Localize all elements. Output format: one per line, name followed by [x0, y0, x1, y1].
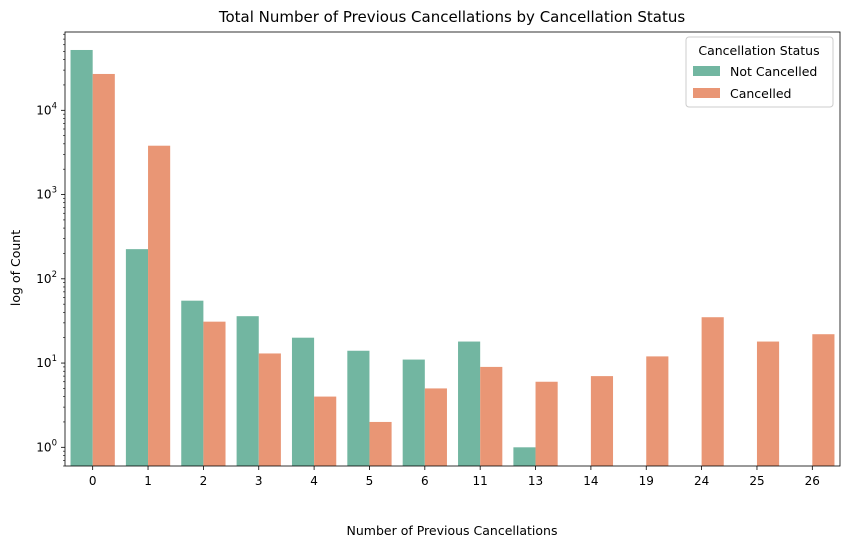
bar-not-cancelled-5 — [347, 350, 370, 466]
x-tick-label-2: 2 — [200, 474, 208, 488]
bar-cancelled-0 — [92, 73, 115, 467]
x-tick-label-6: 6 — [421, 474, 429, 488]
bar-cancelled-5 — [369, 421, 392, 466]
bar-cancelled-24 — [701, 317, 724, 466]
bar-not-cancelled-1 — [125, 249, 149, 466]
bar-cancelled-14 — [590, 376, 614, 466]
legend-box — [685, 36, 834, 108]
y-axis: 100 101 102 103 104 — [36, 33, 65, 467]
bar-cancelled-2 — [203, 321, 226, 466]
x-tick-label-11: 11 — [473, 474, 488, 488]
bar-not-cancelled-2 — [181, 300, 204, 466]
x-axis: 0 1 2 3 4 5 6 11 13 14 19 24 25 26 — [89, 466, 820, 488]
legend-title: Cancellation Status — [698, 43, 819, 58]
y-tick-label: 103 — [36, 186, 57, 202]
y-tick-label: 101 — [36, 354, 57, 370]
bar-cancelled-25 — [756, 341, 780, 466]
x-axis-title: Number of Previous Cancellations — [347, 523, 558, 538]
x-tick-label-13: 13 — [528, 474, 543, 488]
x-tick-label-0: 0 — [89, 474, 97, 488]
x-tick-label-26: 26 — [805, 474, 820, 488]
bar-cancelled-26 — [812, 334, 835, 466]
legend-label-not-cancelled: Not Cancelled — [730, 64, 817, 79]
x-tick-label-19: 19 — [639, 474, 654, 488]
y-axis-title: log of Count — [8, 230, 23, 306]
plot-frame — [64, 31, 841, 467]
bar-not-cancelled-0 — [70, 49, 93, 466]
x-tick-label-24: 24 — [694, 474, 709, 488]
bar-not-cancelled-3 — [236, 316, 259, 466]
x-tick-label-5: 5 — [366, 474, 374, 488]
legend-label-cancelled: Cancelled — [730, 86, 791, 101]
bars-group — [70, 49, 835, 467]
bar-not-cancelled-11 — [458, 341, 481, 466]
y-tick-label: 102 — [36, 270, 57, 286]
y-tick-label: 104 — [36, 101, 57, 117]
bar-not-cancelled-4 — [291, 337, 315, 466]
bar-cancelled-13 — [535, 381, 558, 466]
legend-swatch-not-cancelled — [693, 66, 720, 76]
bar-cancelled-3 — [258, 353, 281, 466]
x-tick-label-25: 25 — [749, 474, 764, 488]
legend: Cancellation Status Not Cancelled Cancel… — [685, 36, 834, 108]
bar-cancelled-19 — [646, 356, 669, 466]
bar-cancelled-11 — [480, 366, 503, 466]
legend-swatch-cancelled — [693, 88, 720, 98]
bar-cancelled-1 — [148, 145, 171, 466]
x-tick-label-3: 3 — [255, 474, 263, 488]
x-tick-label-1: 1 — [144, 474, 152, 488]
x-tick-label-14: 14 — [583, 474, 598, 488]
y-tick-label: 100 — [36, 438, 57, 454]
bar-not-cancelled-6 — [402, 359, 425, 466]
bar-cancelled-6 — [424, 388, 447, 466]
bar-not-cancelled-13 — [513, 447, 536, 466]
chart-title: Total Number of Previous Cancellations b… — [218, 8, 686, 26]
bar-cancelled-4 — [314, 396, 337, 466]
x-tick-label-4: 4 — [310, 474, 318, 488]
